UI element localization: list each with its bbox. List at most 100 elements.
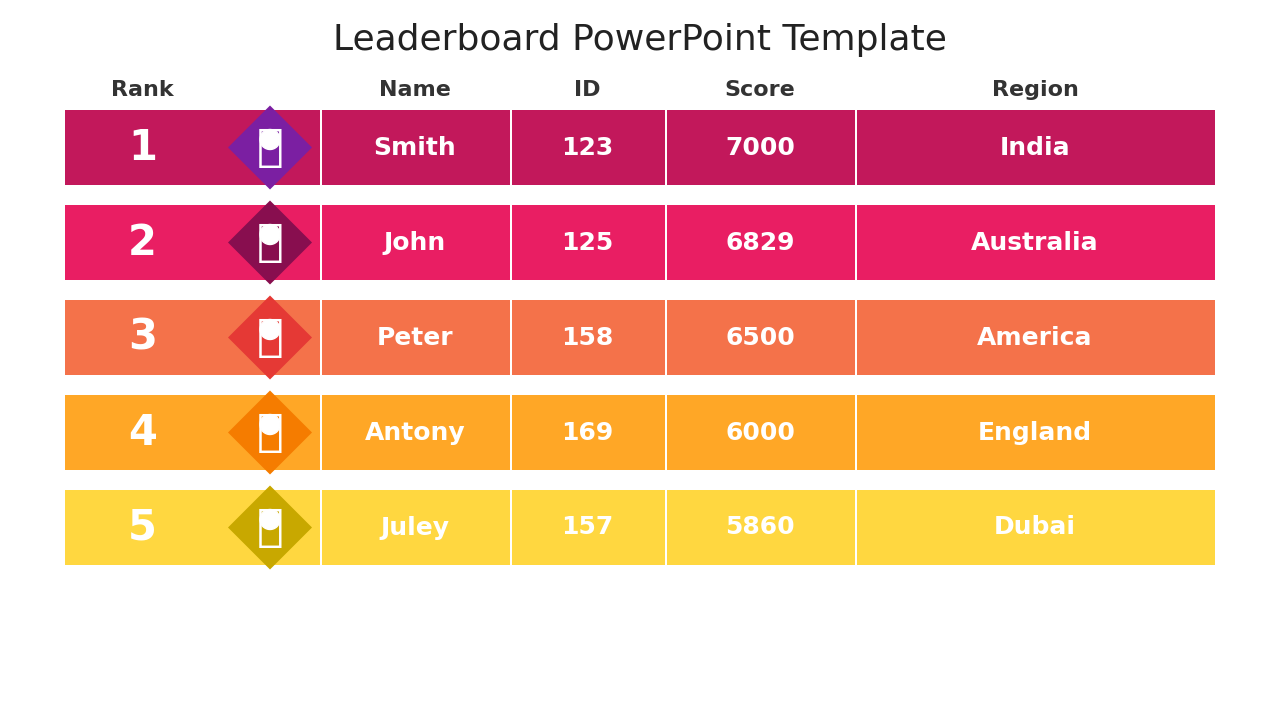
FancyBboxPatch shape: [855, 490, 858, 565]
FancyBboxPatch shape: [65, 300, 220, 375]
Circle shape: [260, 415, 280, 434]
FancyBboxPatch shape: [320, 205, 323, 280]
FancyBboxPatch shape: [666, 205, 667, 280]
FancyBboxPatch shape: [323, 300, 509, 375]
Text: : : [256, 506, 283, 549]
FancyBboxPatch shape: [858, 490, 1215, 565]
FancyBboxPatch shape: [512, 300, 666, 375]
Text: ♠: ♠: [252, 510, 288, 549]
FancyBboxPatch shape: [323, 490, 509, 565]
FancyBboxPatch shape: [509, 490, 512, 565]
Text: 6500: 6500: [726, 325, 795, 349]
FancyBboxPatch shape: [220, 490, 320, 565]
FancyBboxPatch shape: [512, 110, 666, 185]
Text: 158: 158: [562, 325, 613, 349]
FancyBboxPatch shape: [320, 395, 323, 470]
Text: 125: 125: [562, 230, 613, 254]
Text: England: England: [978, 420, 1092, 444]
Text: 6829: 6829: [726, 230, 795, 254]
FancyBboxPatch shape: [855, 110, 858, 185]
Text: 169: 169: [562, 420, 613, 444]
Text: Antony: Antony: [365, 420, 466, 444]
FancyBboxPatch shape: [323, 110, 509, 185]
FancyBboxPatch shape: [666, 110, 667, 185]
FancyBboxPatch shape: [858, 395, 1215, 470]
FancyBboxPatch shape: [323, 205, 509, 280]
Text: : : [256, 411, 283, 454]
FancyBboxPatch shape: [509, 395, 512, 470]
FancyBboxPatch shape: [666, 490, 667, 565]
Text: : : [256, 126, 283, 169]
Text: 5: 5: [128, 506, 157, 549]
FancyBboxPatch shape: [509, 110, 512, 185]
FancyBboxPatch shape: [855, 395, 858, 470]
Text: Dubai: Dubai: [995, 516, 1076, 539]
FancyBboxPatch shape: [858, 300, 1215, 375]
Polygon shape: [228, 390, 312, 474]
Text: 5860: 5860: [726, 516, 795, 539]
Text: 157: 157: [562, 516, 613, 539]
Text: ♠: ♠: [252, 225, 288, 264]
Text: Leaderboard PowerPoint Template: Leaderboard PowerPoint Template: [333, 23, 947, 57]
FancyBboxPatch shape: [512, 490, 666, 565]
FancyBboxPatch shape: [65, 490, 220, 565]
FancyBboxPatch shape: [858, 205, 1215, 280]
Text: Region: Region: [992, 80, 1079, 100]
FancyBboxPatch shape: [220, 205, 320, 280]
FancyBboxPatch shape: [320, 110, 323, 185]
FancyBboxPatch shape: [509, 300, 512, 375]
Text: Australia: Australia: [972, 230, 1098, 254]
Text: 7000: 7000: [724, 135, 795, 160]
Text: Juley: Juley: [380, 516, 449, 539]
Text: America: America: [977, 325, 1093, 349]
Text: : : [256, 221, 283, 264]
FancyBboxPatch shape: [667, 395, 855, 470]
FancyBboxPatch shape: [667, 110, 855, 185]
Text: 4: 4: [128, 412, 157, 454]
Text: ID: ID: [575, 80, 600, 100]
FancyBboxPatch shape: [323, 395, 509, 470]
FancyBboxPatch shape: [320, 490, 323, 565]
Text: 2: 2: [128, 222, 157, 264]
Circle shape: [260, 130, 280, 150]
FancyBboxPatch shape: [65, 395, 220, 470]
Text: ♠: ♠: [252, 320, 288, 359]
Text: 1: 1: [128, 127, 157, 168]
Text: India: India: [1000, 135, 1070, 160]
Text: Score: Score: [724, 80, 795, 100]
Circle shape: [260, 510, 280, 529]
FancyBboxPatch shape: [855, 205, 858, 280]
FancyBboxPatch shape: [65, 110, 220, 185]
FancyBboxPatch shape: [220, 395, 320, 470]
Text: Name: Name: [379, 80, 451, 100]
FancyBboxPatch shape: [512, 205, 666, 280]
Text: 3: 3: [128, 317, 157, 359]
Text: ♠: ♠: [252, 415, 288, 454]
Text: 123: 123: [562, 135, 613, 160]
FancyBboxPatch shape: [65, 205, 220, 280]
FancyBboxPatch shape: [666, 395, 667, 470]
FancyBboxPatch shape: [509, 205, 512, 280]
Polygon shape: [228, 106, 312, 189]
Text: 6000: 6000: [724, 420, 795, 444]
FancyBboxPatch shape: [512, 395, 666, 470]
Text: Peter: Peter: [376, 325, 453, 349]
FancyBboxPatch shape: [320, 300, 323, 375]
FancyBboxPatch shape: [858, 110, 1215, 185]
Text: John: John: [384, 230, 447, 254]
FancyBboxPatch shape: [667, 205, 855, 280]
Circle shape: [260, 225, 280, 245]
FancyBboxPatch shape: [667, 490, 855, 565]
FancyBboxPatch shape: [855, 300, 858, 375]
FancyBboxPatch shape: [667, 300, 855, 375]
FancyBboxPatch shape: [666, 300, 667, 375]
Text: : : [256, 316, 283, 359]
FancyBboxPatch shape: [220, 300, 320, 375]
Polygon shape: [228, 295, 312, 379]
Text: ♠: ♠: [252, 130, 288, 168]
Text: Smith: Smith: [374, 135, 457, 160]
Polygon shape: [228, 485, 312, 570]
Text: Rank: Rank: [111, 80, 174, 100]
Polygon shape: [228, 200, 312, 284]
FancyBboxPatch shape: [220, 110, 320, 185]
